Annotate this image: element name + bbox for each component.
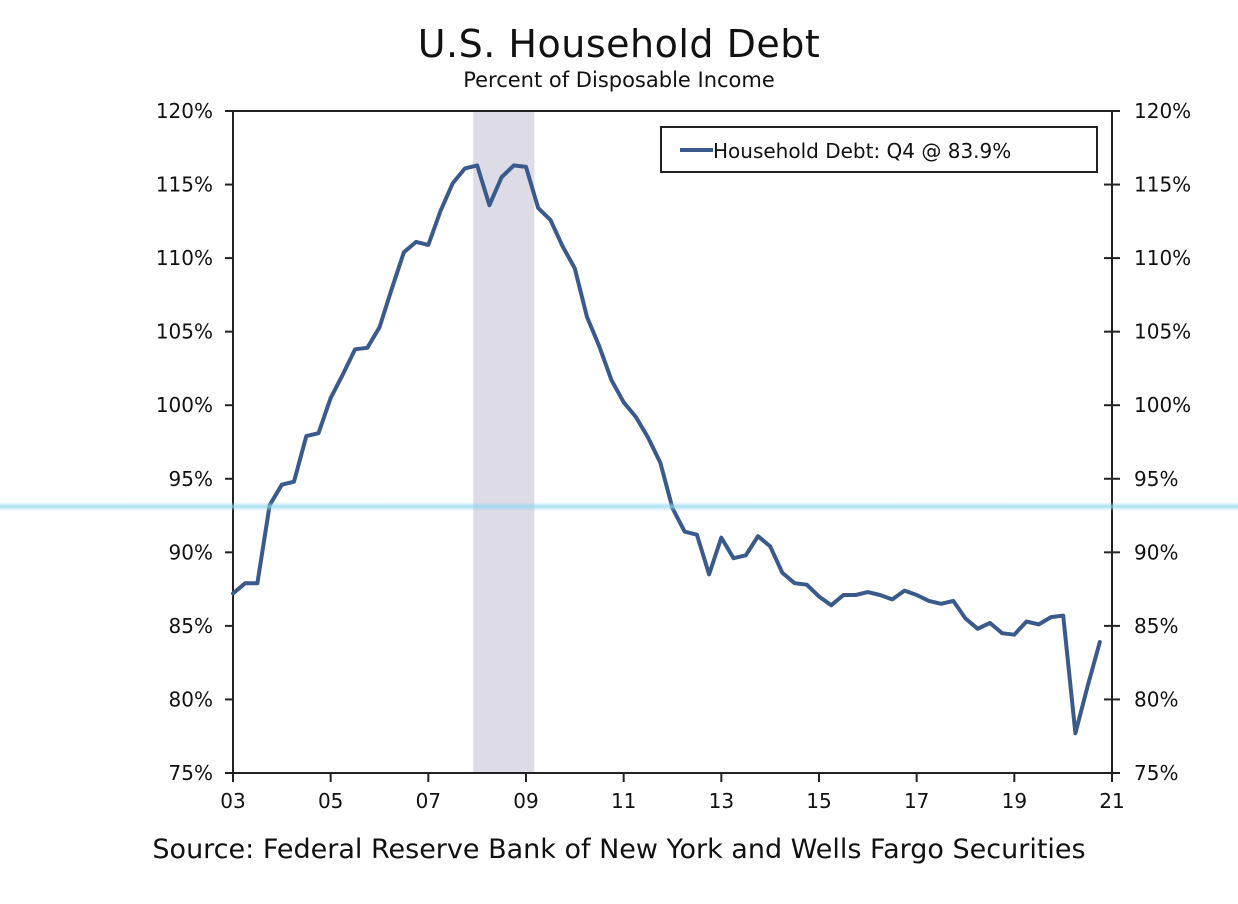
recession-band [473, 111, 535, 773]
y-tick-label-left: 85% [169, 614, 213, 638]
x-tick-label: 03 [220, 789, 245, 813]
chart-title: U.S. Household Debt [417, 22, 821, 66]
y-tick-label-right: 85% [1134, 614, 1178, 638]
x-tick-label: 07 [416, 789, 441, 813]
y-tick-label-left: 120% [156, 99, 213, 123]
legend: Household Debt: Q4 @ 83.9% [660, 126, 1098, 173]
y-tick-label-right: 75% [1134, 761, 1178, 785]
y-tick-label-left: 115% [156, 173, 213, 197]
legend-entry: Household Debt: Q4 @ 83.9% [713, 139, 1011, 163]
y-tick-label-right: 80% [1134, 687, 1178, 711]
x-tick-label: 17 [904, 789, 929, 813]
y-tick-label-right: 120% [1134, 99, 1191, 123]
x-tick-label: 21 [1099, 789, 1124, 813]
x-tick-label: 19 [1002, 789, 1027, 813]
y-tick-label-right: 90% [1134, 540, 1178, 564]
series-line-household-debt [231, 163, 1102, 736]
y-tick-label-left: 80% [169, 687, 213, 711]
y-tick-label-left: 95% [169, 467, 213, 491]
y-tick-label-right: 110% [1134, 246, 1191, 270]
household-debt-chart: 75% 75% 80% 80% 85% 85% 90% 90% 95% 95% 100% 100% 10… [156, 99, 1191, 813]
y-tick-label-right: 100% [1134, 393, 1191, 417]
legend-box [660, 126, 1098, 173]
y-tick-label-left: 75% [169, 761, 213, 785]
x-tick-label: 11 [611, 789, 636, 813]
x-tick-label: 05 [318, 789, 343, 813]
source-note: Source: Federal Reserve Bank of New York… [152, 834, 1086, 865]
y-tick-label-left: 110% [156, 246, 213, 270]
y-tick-label-right: 105% [1134, 320, 1191, 344]
chart-subtitle: Percent of Disposable Income [463, 68, 775, 92]
scan-artifact [0, 502, 1238, 511]
x-tick-label: 09 [513, 789, 538, 813]
y-tick-label-right: 95% [1134, 467, 1178, 491]
plot-frame [232, 110, 1113, 774]
y-tick-label-left: 90% [169, 540, 213, 564]
y-tick-label-left: 105% [156, 320, 213, 344]
x-tick-label: 15 [806, 789, 831, 813]
y-tick-label-right: 115% [1134, 173, 1191, 197]
x-tick-label: 13 [709, 789, 734, 813]
y-tick-label-left: 100% [156, 393, 213, 417]
